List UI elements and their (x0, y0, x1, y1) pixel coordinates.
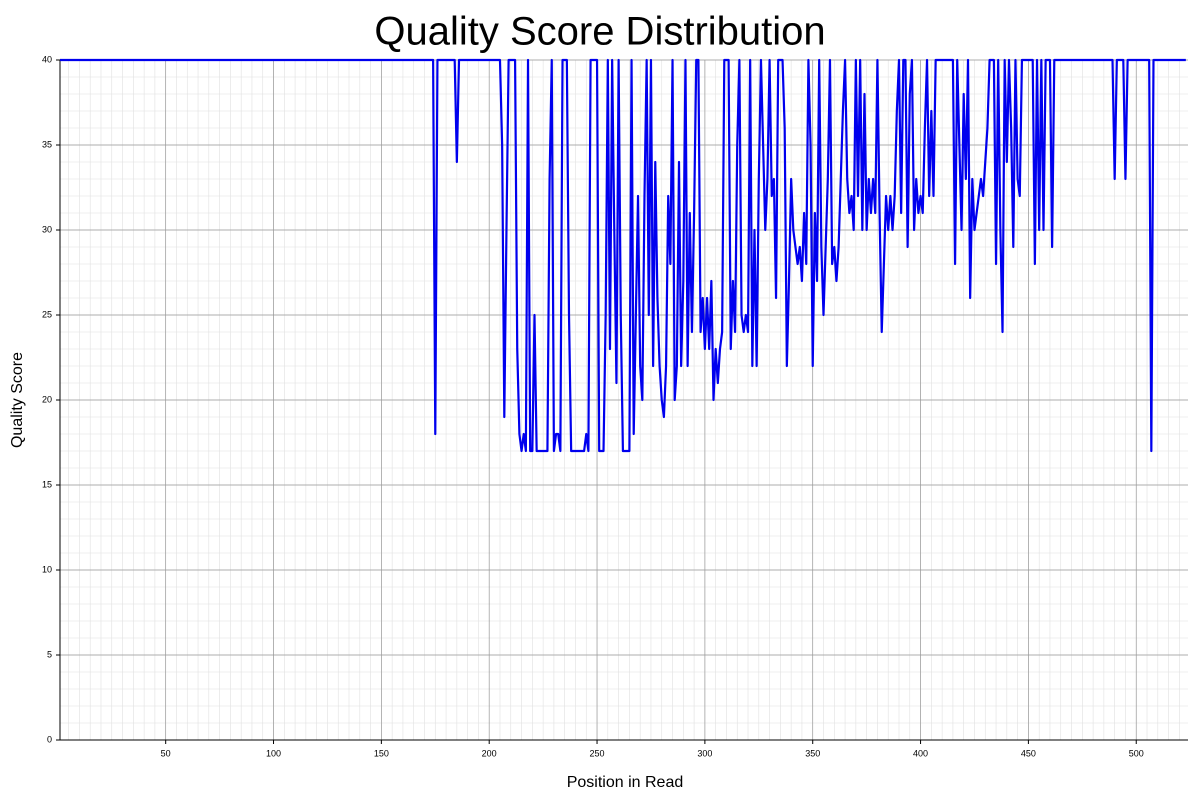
x-tick-label: 500 (1129, 748, 1144, 758)
x-tick-label: 450 (1021, 748, 1036, 758)
x-tick-label: 150 (374, 748, 389, 758)
y-tick-label: 25 (42, 309, 52, 319)
x-tick-label: 100 (266, 748, 281, 758)
y-tick-label: 20 (42, 394, 52, 404)
x-tick-label: 250 (590, 748, 605, 758)
y-tick-label: 15 (42, 479, 52, 489)
y-tick-label: 35 (42, 139, 52, 149)
y-tick-label: 40 (42, 54, 52, 64)
x-tick-label: 350 (805, 748, 820, 758)
y-axis-label: Quality Score (9, 352, 26, 448)
y-tick-label: 10 (42, 564, 52, 574)
x-tick-label: 300 (697, 748, 712, 758)
y-tick-label: 0 (47, 734, 52, 744)
x-tick-label: 400 (913, 748, 928, 758)
x-tick-label: 50 (161, 748, 171, 758)
quality-line (60, 58, 1186, 453)
y-tick-label: 5 (47, 649, 52, 659)
x-axis-label: Position in Read (567, 774, 684, 791)
x-tick-label: 200 (482, 748, 497, 758)
y-tick-label: 30 (42, 224, 52, 234)
chart-title: Quality Score Distribution (374, 10, 825, 54)
